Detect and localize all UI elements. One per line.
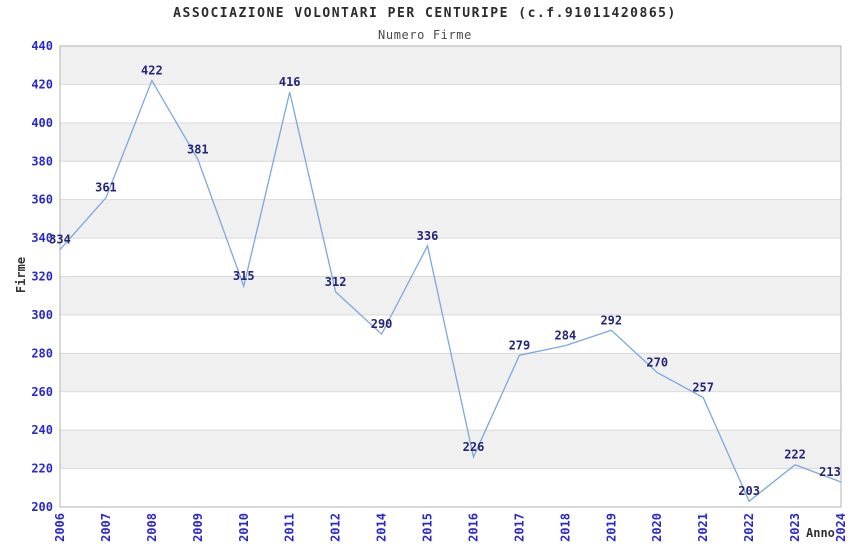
y-tick-label: 280 bbox=[31, 346, 53, 360]
x-tick-label: 2014 bbox=[375, 513, 389, 542]
plot-band bbox=[60, 199, 841, 239]
data-point-label: 292 bbox=[600, 313, 622, 327]
plot-band bbox=[60, 161, 841, 200]
y-tick-label: 360 bbox=[31, 193, 53, 207]
y-axis-title: Firme bbox=[14, 256, 28, 294]
x-tick-label: 2010 bbox=[237, 513, 251, 542]
data-point-label: 222 bbox=[784, 448, 806, 462]
x-tick-label: 2009 bbox=[191, 513, 205, 542]
plot-band bbox=[60, 46, 841, 85]
plot-band bbox=[60, 238, 841, 277]
data-point-label: 334 bbox=[49, 233, 71, 247]
chart-subtitle: Numero Firme bbox=[378, 28, 472, 42]
x-tick-label: 2016 bbox=[466, 513, 480, 542]
x-tick-label: 2023 bbox=[788, 513, 802, 542]
data-point-label: 213 bbox=[819, 465, 841, 479]
x-tick-label: 2012 bbox=[329, 513, 343, 542]
x-tick-label: 2022 bbox=[742, 513, 756, 542]
plot-band bbox=[60, 468, 841, 507]
x-tick-label: 2011 bbox=[283, 513, 297, 542]
y-tick-label: 380 bbox=[31, 154, 53, 168]
data-point-label: 312 bbox=[325, 275, 347, 289]
data-point-label: 284 bbox=[555, 329, 577, 343]
y-tick-label: 420 bbox=[31, 77, 53, 91]
x-axis-title: Anno bbox=[806, 526, 835, 540]
y-tick-label: 340 bbox=[31, 231, 53, 245]
y-tick-label: 440 bbox=[31, 39, 53, 53]
plot-band bbox=[60, 122, 841, 162]
data-point-label: 290 bbox=[371, 317, 393, 331]
data-point-label: 336 bbox=[417, 229, 439, 243]
y-tick-label: 320 bbox=[31, 270, 53, 284]
y-tick-label: 200 bbox=[31, 500, 53, 514]
plot-band bbox=[60, 276, 841, 315]
plot-band bbox=[60, 314, 841, 354]
plot-band bbox=[60, 84, 841, 123]
plot-border bbox=[59, 45, 842, 508]
y-tick-label: 220 bbox=[31, 462, 53, 476]
data-point-label: 315 bbox=[233, 269, 255, 283]
data-point-label: 226 bbox=[463, 440, 485, 454]
data-point-label: 381 bbox=[187, 142, 209, 156]
y-tick-label: 300 bbox=[31, 308, 53, 322]
data-point-label: 257 bbox=[692, 381, 714, 395]
x-tick-label: 2006 bbox=[53, 513, 67, 542]
data-line bbox=[59, 79, 842, 503]
data-point-label: 279 bbox=[509, 338, 531, 352]
x-tick-label: 2008 bbox=[145, 513, 159, 542]
data-point-label: 361 bbox=[95, 181, 117, 195]
data-point-label: 422 bbox=[141, 64, 163, 78]
x-tick-label: 2018 bbox=[558, 513, 572, 542]
x-tick-label: 2024 bbox=[834, 513, 848, 542]
x-tick-label: 2020 bbox=[650, 513, 664, 542]
y-tick-label: 400 bbox=[31, 116, 53, 130]
plot-band bbox=[60, 353, 841, 392]
x-tick-label: 2019 bbox=[604, 513, 618, 542]
x-tick-label: 2015 bbox=[421, 513, 435, 542]
x-tick-label: 2021 bbox=[696, 513, 710, 542]
y-tick-label: 240 bbox=[31, 423, 53, 437]
x-tick-label: 2007 bbox=[99, 513, 113, 542]
data-point-label: 203 bbox=[738, 484, 760, 498]
plot-band bbox=[60, 391, 841, 431]
plot-band bbox=[60, 430, 841, 469]
y-tick-label: 260 bbox=[31, 385, 53, 399]
data-point-label: 416 bbox=[279, 75, 301, 89]
data-point-label: 270 bbox=[646, 356, 668, 370]
x-tick-label: 2017 bbox=[512, 513, 526, 542]
chart-title: ASSOCIAZIONE VOLONTARI PER CENTURIPE (c.… bbox=[173, 6, 677, 21]
